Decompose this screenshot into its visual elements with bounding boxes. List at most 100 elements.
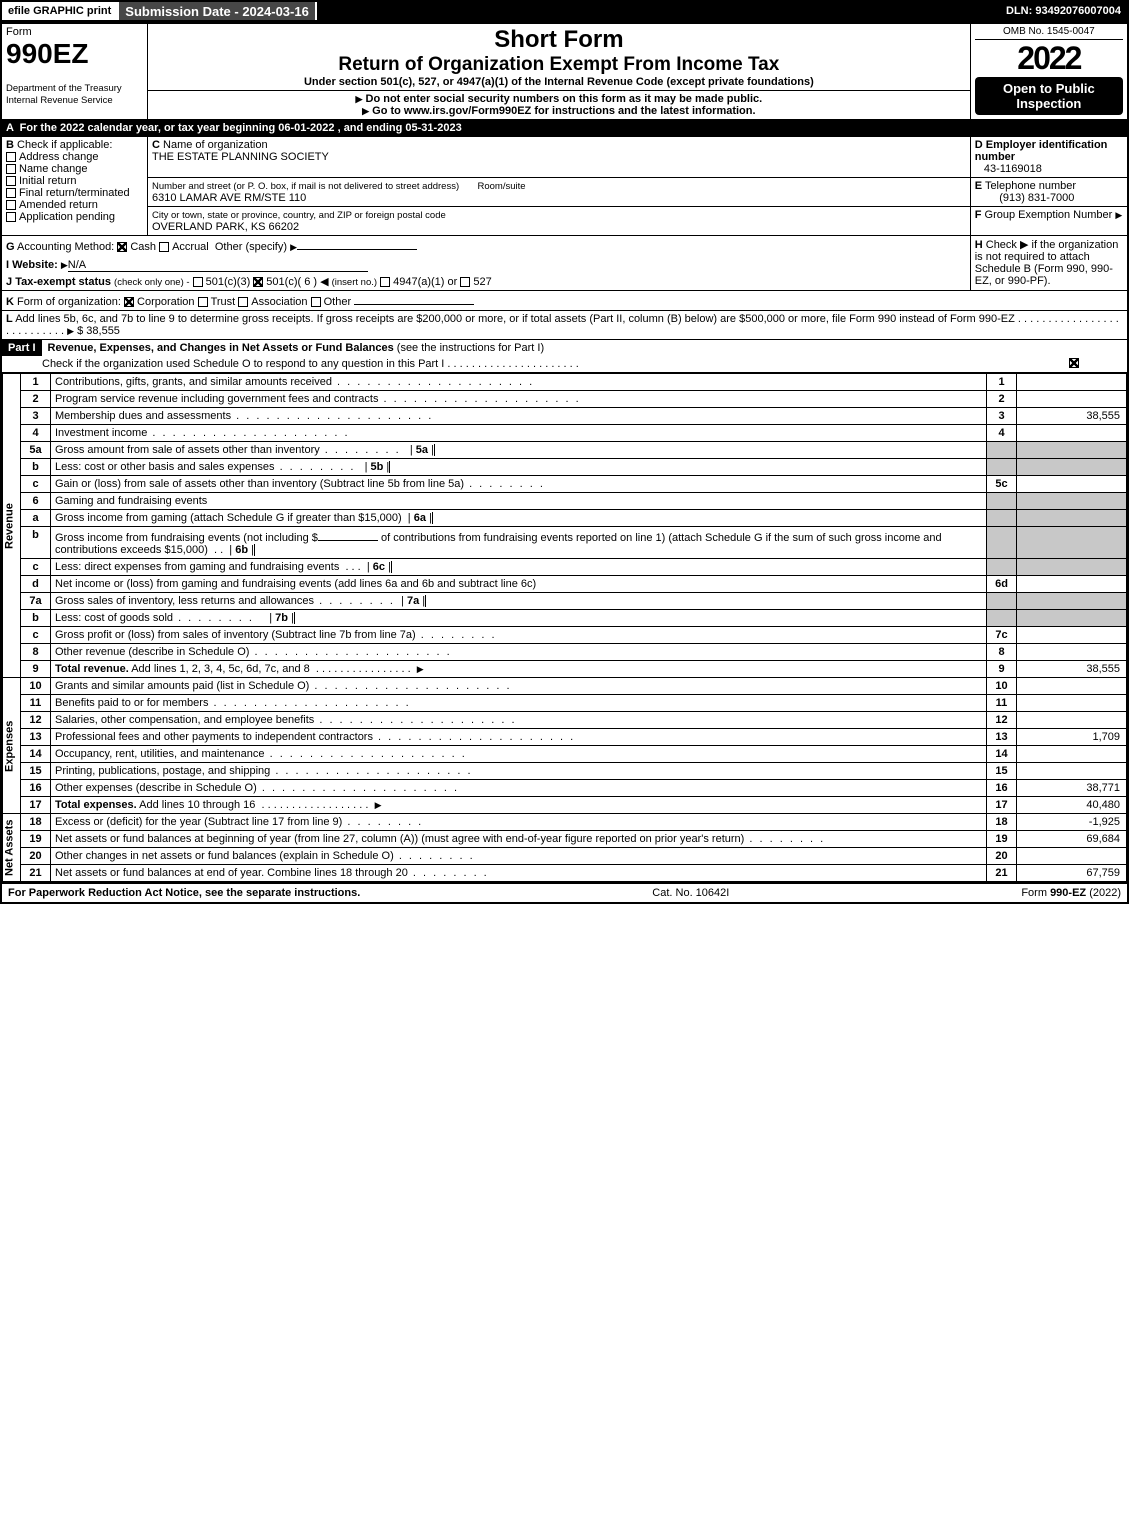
section-l: L Add lines 5b, 6c, and 7b to line 9 to … xyxy=(1,311,1128,340)
amended-check[interactable] xyxy=(6,200,16,210)
lines-container: Revenue 1Contributions, gifts, grants, a… xyxy=(1,373,1128,884)
val-21: 67,759 xyxy=(1017,865,1127,882)
4947-check[interactable] xyxy=(380,277,390,287)
501c-check[interactable] xyxy=(253,277,263,287)
val-14 xyxy=(1017,746,1127,763)
line-20: Other changes in net assets or fund bala… xyxy=(51,848,987,865)
other-method-input[interactable] xyxy=(297,238,417,250)
val-17: 40,480 xyxy=(1017,797,1127,814)
val-13: 1,709 xyxy=(1017,729,1127,746)
val-12 xyxy=(1017,712,1127,729)
val-10 xyxy=(1017,678,1127,695)
line-5c: Gain or (loss) from sale of assets other… xyxy=(51,476,987,493)
val-19: 69,684 xyxy=(1017,831,1127,848)
other-org-check[interactable] xyxy=(311,297,321,307)
line-6: Gaming and fundraising events xyxy=(51,493,987,510)
footer: For Paperwork Reduction Act Notice, see … xyxy=(0,884,1129,904)
val-7c xyxy=(1017,627,1127,644)
section-g-i: G Accounting Method: Cash Accrual Other … xyxy=(1,236,970,291)
line-6b: Gross income from fundraising events (no… xyxy=(51,527,987,559)
other-org-input[interactable] xyxy=(354,293,474,305)
initial-return-check[interactable] xyxy=(6,176,16,186)
line-3: Membership dues and assessments xyxy=(51,408,987,425)
line-12: Salaries, other compensation, and employ… xyxy=(51,712,987,729)
org-name: THE ESTATE PLANNING SOCIETY xyxy=(152,151,329,163)
line-6a: Gross income from gaming (attach Schedul… xyxy=(51,510,987,527)
line-14: Occupancy, rent, utilities, and maintena… xyxy=(51,746,987,763)
val-15 xyxy=(1017,763,1127,780)
gross-receipts: $ 38,555 xyxy=(77,325,120,337)
city: OVERLAND PARK, KS 66202 xyxy=(152,221,299,233)
irs-label: Internal Revenue Service xyxy=(6,95,113,106)
app-pending-check[interactable] xyxy=(6,212,16,222)
short-form-title: Short Form xyxy=(152,26,966,54)
527-check[interactable] xyxy=(460,277,470,287)
form-table: Form 990EZ Department of the Treasury In… xyxy=(0,22,1129,884)
form-id-cell: Form 990EZ Department of the Treasury In… xyxy=(1,23,148,120)
cash-check[interactable] xyxy=(117,242,127,252)
line-7b: Less: cost of goods sold | 7b | xyxy=(51,610,987,627)
pra-notice: For Paperwork Reduction Act Notice, see … xyxy=(8,887,360,899)
topbar-spacer xyxy=(317,2,1000,20)
section-h: H Check ▶ if the organization is not req… xyxy=(970,236,1128,291)
accrual-check[interactable] xyxy=(159,242,169,252)
501c3-check[interactable] xyxy=(193,277,203,287)
final-return-check[interactable] xyxy=(6,188,16,198)
line-2: Program service revenue including govern… xyxy=(51,391,987,408)
instructions-cell: Do not enter social security numbers on … xyxy=(148,91,971,120)
ein: 43-1169018 xyxy=(984,163,1042,175)
val-3: 38,555 xyxy=(1017,408,1127,425)
name-change-check[interactable] xyxy=(6,164,16,174)
val-8 xyxy=(1017,644,1127,661)
lines-table: Revenue 1Contributions, gifts, grants, a… xyxy=(2,373,1127,882)
phone: (913) 831-7000 xyxy=(999,192,1074,204)
section-c-city: City or town, state or province, country… xyxy=(148,207,971,236)
arrow-icon xyxy=(1115,209,1122,221)
line-9: Total revenue. Add lines 1, 2, 3, 4, 5c,… xyxy=(51,661,987,678)
schedule-o-check[interactable] xyxy=(1069,358,1079,368)
revenue-label: Revenue xyxy=(3,374,21,678)
section-a: A For the 2022 calendar year, or tax yea… xyxy=(1,120,1128,137)
val-1 xyxy=(1017,374,1127,391)
section-c-name: C Name of organization THE ESTATE PLANNI… xyxy=(148,137,971,178)
assoc-check[interactable] xyxy=(238,297,248,307)
section-b: B Check if applicable: Address change Na… xyxy=(1,137,148,236)
street: 6310 LAMAR AVE RM/STE 110 xyxy=(152,192,306,204)
year-cell: OMB No. 1545-0047 2022 Open to Public In… xyxy=(970,23,1128,120)
title-cell: Short Form Return of Organization Exempt… xyxy=(148,23,971,91)
line-5a: Gross amount from sale of assets other t… xyxy=(51,442,987,459)
efile-label: efile GRAPHIC print xyxy=(2,2,119,20)
line-15: Printing, publications, postage, and shi… xyxy=(51,763,987,780)
corp-check[interactable] xyxy=(124,297,134,307)
section-d: D Employer identification number 43-1169… xyxy=(970,137,1128,178)
website: N/A xyxy=(68,259,368,272)
line-10: Grants and similar amounts paid (list in… xyxy=(51,678,987,695)
section-e: E Telephone number (913) 831-7000 xyxy=(970,178,1128,207)
form-ref: Form 990-EZ (2022) xyxy=(1021,887,1121,899)
addr-change-check[interactable] xyxy=(6,152,16,162)
val-4 xyxy=(1017,425,1127,442)
val-11 xyxy=(1017,695,1127,712)
trust-check[interactable] xyxy=(198,297,208,307)
line-17: Total expenses. Add lines 10 through 16 … xyxy=(51,797,987,814)
tax-year: 2022 xyxy=(975,40,1123,77)
line-4: Investment income xyxy=(51,425,987,442)
form-word: Form xyxy=(6,26,32,38)
return-title: Return of Organization Exempt From Incom… xyxy=(152,54,966,76)
no-ssn-note: Do not enter social security numbers on … xyxy=(152,93,966,105)
line-11: Benefits paid to or for members xyxy=(51,695,987,712)
val-2 xyxy=(1017,391,1127,408)
open-inspection: Open to Public Inspection xyxy=(975,77,1123,115)
line-19: Net assets or fund balances at beginning… xyxy=(51,831,987,848)
section-c-street: Number and street (or P. O. box, if mail… xyxy=(148,178,971,207)
val-5c xyxy=(1017,476,1127,493)
form-number: 990EZ xyxy=(6,38,89,69)
part1-header: Part I Revenue, Expenses, and Changes in… xyxy=(1,340,1128,373)
omb-number: OMB No. 1545-0047 xyxy=(975,26,1123,40)
val-9: 38,555 xyxy=(1017,661,1127,678)
line-8: Other revenue (describe in Schedule O) xyxy=(51,644,987,661)
line-7a: Gross sales of inventory, less returns a… xyxy=(51,593,987,610)
submission-date: Submission Date - 2024-03-16 xyxy=(119,2,317,20)
line-5b: Less: cost or other basis and sales expe… xyxy=(51,459,987,476)
line-16: Other expenses (describe in Schedule O) xyxy=(51,780,987,797)
